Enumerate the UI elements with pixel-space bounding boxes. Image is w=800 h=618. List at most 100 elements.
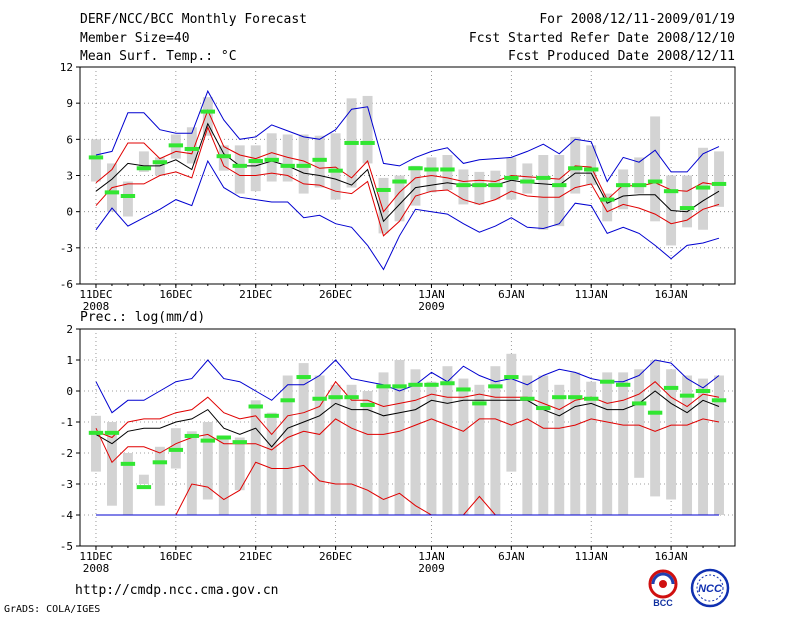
ensemble-box bbox=[298, 363, 309, 515]
observed-marker bbox=[200, 109, 215, 114]
member-size-label: Member Size=40 bbox=[80, 31, 190, 46]
ensemble-box bbox=[314, 375, 325, 515]
ensemble-box bbox=[442, 366, 453, 515]
grads-credit: GrADS: COLA/IGES bbox=[4, 604, 101, 615]
ensemble-box bbox=[474, 384, 485, 515]
y-tick-label: 1 bbox=[66, 354, 73, 367]
y-tick-label: -5 bbox=[60, 540, 73, 553]
y-tick-label: -3 bbox=[60, 242, 73, 255]
observed-marker bbox=[168, 143, 184, 148]
ensemble-box bbox=[138, 151, 149, 172]
x-tick-label: 16DEC bbox=[159, 288, 192, 301]
ensemble-box bbox=[698, 378, 709, 515]
observed-marker bbox=[631, 183, 647, 188]
x-tick-label: 21DEC bbox=[239, 288, 272, 301]
x-tick-label: 1JAN bbox=[418, 550, 445, 563]
ensemble-box bbox=[426, 381, 437, 515]
ensemble-box bbox=[666, 369, 677, 500]
observed-marker bbox=[600, 197, 615, 202]
x-tick-label: 16JAN bbox=[655, 550, 688, 563]
observed-marker bbox=[679, 206, 695, 211]
observed-marker bbox=[408, 382, 423, 387]
ensemble-box bbox=[282, 375, 293, 515]
observed-marker bbox=[695, 389, 711, 393]
observed-marker bbox=[456, 183, 471, 188]
observed-marker bbox=[392, 179, 407, 184]
observed-marker bbox=[184, 146, 200, 151]
series-line-median bbox=[95, 390, 720, 448]
ensemble-box bbox=[378, 372, 389, 515]
series-line-max bbox=[95, 359, 720, 414]
series-line-q75 bbox=[95, 380, 720, 439]
ensemble-box bbox=[650, 360, 661, 497]
chart-title: DERF/NCC/BCC Monthly Forecast bbox=[80, 12, 307, 27]
observed-marker bbox=[472, 401, 487, 406]
ensemble-box bbox=[506, 353, 517, 472]
x-tick-year-label: 2009 bbox=[418, 300, 445, 313]
observed-marker bbox=[88, 155, 104, 160]
observed-marker bbox=[296, 163, 311, 168]
ensemble-box bbox=[618, 372, 629, 515]
x-tick-label: 11JAN bbox=[575, 288, 608, 301]
ensemble-box bbox=[586, 145, 597, 186]
y-tick-label: 0 bbox=[66, 385, 73, 398]
x-tick-label: 26DEC bbox=[319, 550, 352, 563]
observed-marker bbox=[168, 447, 184, 452]
observed-marker bbox=[232, 440, 247, 445]
ensemble-box bbox=[154, 446, 165, 506]
ensemble-box bbox=[91, 415, 101, 472]
observed-marker bbox=[536, 406, 551, 411]
ensemble-box bbox=[266, 133, 277, 182]
ensemble-box bbox=[91, 139, 101, 182]
bcc-logo-text: BCC bbox=[653, 598, 673, 608]
forecast-period-label: For 2008/12/11-2009/01/19 bbox=[539, 12, 735, 27]
observed-marker bbox=[600, 379, 615, 384]
ensemble-box bbox=[714, 151, 724, 207]
footer-url[interactable]: http://cmdp.ncc.cma.gov.cn bbox=[75, 583, 279, 598]
ensemble-box bbox=[586, 381, 597, 515]
ensemble-box bbox=[122, 181, 133, 217]
observed-marker bbox=[344, 395, 359, 400]
x-tick-label: 6JAN bbox=[498, 550, 525, 563]
observed-marker bbox=[663, 189, 679, 194]
observed-marker bbox=[376, 384, 391, 389]
x-tick-label: 16DEC bbox=[159, 550, 192, 563]
observed-marker bbox=[232, 163, 247, 168]
y-tick-label: -4 bbox=[60, 509, 74, 522]
observed-marker bbox=[520, 179, 535, 184]
observed-marker bbox=[504, 375, 519, 380]
ncc-logo: NCC bbox=[686, 568, 734, 612]
observed-marker bbox=[376, 187, 391, 192]
ensemble-box bbox=[250, 145, 261, 192]
observed-marker bbox=[328, 395, 343, 400]
observed-marker bbox=[424, 167, 439, 172]
x-tick-label: 26DEC bbox=[319, 288, 352, 301]
ensemble-box bbox=[122, 453, 133, 515]
observed-marker bbox=[408, 166, 423, 171]
observed-marker bbox=[424, 382, 439, 387]
observed-marker bbox=[695, 185, 711, 190]
ensemble-box bbox=[602, 193, 613, 222]
observed-marker bbox=[584, 167, 599, 172]
ensemble-box bbox=[474, 171, 485, 205]
ensemble-box bbox=[186, 127, 197, 164]
observed-marker bbox=[488, 384, 503, 389]
ensemble-box bbox=[602, 372, 613, 515]
observed-marker bbox=[344, 140, 359, 145]
observed-marker bbox=[472, 183, 487, 188]
ensemble-box bbox=[378, 177, 389, 234]
bcc-logo: BCC bbox=[641, 568, 685, 612]
observed-marker bbox=[312, 157, 327, 162]
y-tick-label: 9 bbox=[66, 97, 73, 110]
ensemble-box bbox=[330, 133, 341, 200]
y-tick-label: -3 bbox=[60, 478, 73, 491]
observed-marker bbox=[440, 381, 455, 386]
observed-marker bbox=[520, 396, 535, 401]
ensemble-box bbox=[554, 155, 565, 227]
observed-marker bbox=[184, 433, 200, 438]
observed-marker bbox=[711, 398, 727, 403]
x-tick-label: 16JAN bbox=[655, 288, 688, 301]
ncc-logo-text: NCC bbox=[698, 583, 723, 595]
observed-marker bbox=[328, 168, 343, 173]
